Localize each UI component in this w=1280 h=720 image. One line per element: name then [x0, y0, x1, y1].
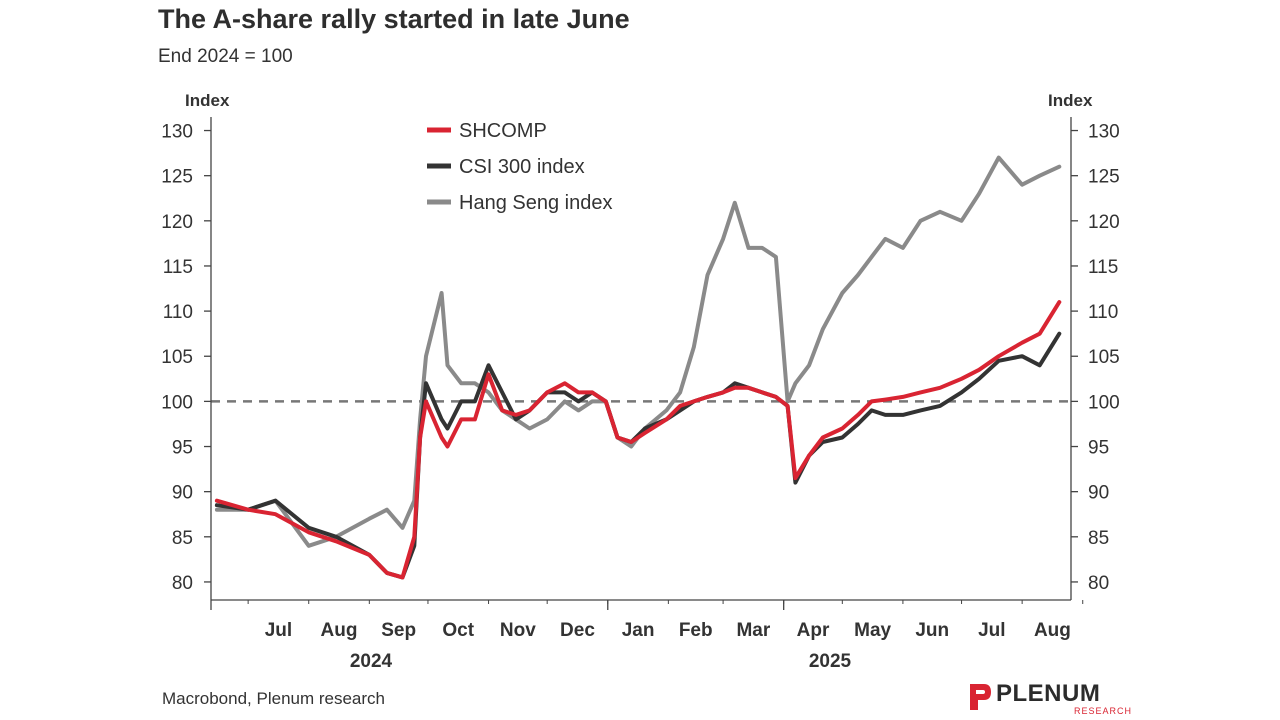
source-note: Macrobond, Plenum research: [162, 689, 386, 708]
y-axis-title-right: Index: [1048, 91, 1093, 110]
y-tick-label-right: 95: [1088, 438, 1109, 459]
legend-label: SHCOMP: [459, 120, 547, 142]
y-tick-label-left: 95: [172, 438, 193, 459]
y-tick-label-left: 85: [172, 528, 193, 549]
x-tick-label: Jul: [265, 620, 292, 641]
line-chart: 80 80 85 85 90 90 95 95 100 100 105 105 110 110 115 115…: [161, 91, 1120, 672]
y-tick-label-right: 105: [1088, 347, 1120, 368]
legend-label: Hang Seng index: [459, 192, 612, 214]
series-line-csi-300-index: [214, 331, 1062, 580]
x-tick-label: Jul: [978, 620, 1005, 641]
y-tick-label-left: 80: [172, 573, 193, 594]
series-line-hang-seng-index: [214, 155, 1062, 548]
x-tick-label: Nov: [500, 620, 536, 641]
x-tick-label: Aug: [1034, 620, 1071, 641]
x-tick-label: Jun: [915, 620, 949, 641]
plenum-logo-wordmark: PLENUM: [996, 680, 1101, 707]
series-line-shcomp: [214, 300, 1062, 580]
y-tick-label-right: 125: [1088, 167, 1120, 188]
x-tick-label: Apr: [797, 620, 830, 641]
x-tick-label: May: [854, 620, 891, 641]
x-year-label: 2025: [809, 651, 852, 672]
y-tick-label-right: 85: [1088, 528, 1109, 549]
y-axis-title-left: Index: [185, 91, 230, 110]
x-tick-label: Oct: [442, 620, 474, 641]
y-tick-label-left: 130: [161, 122, 193, 143]
plenum-logo: PLENUM RESEARCH: [966, 680, 1136, 716]
y-tick-label-right: 130: [1088, 122, 1120, 143]
y-tick-label-right: 110: [1088, 302, 1118, 323]
x-year-label: 2024: [350, 651, 393, 672]
y-tick-label-right: 90: [1088, 483, 1109, 504]
x-tick-label: Aug: [321, 620, 358, 641]
x-tick-label: Feb: [679, 620, 713, 641]
y-tick-label-left: 110: [163, 302, 193, 323]
y-tick-label-left: 125: [161, 167, 193, 188]
x-tick-label: Mar: [736, 620, 770, 641]
y-tick-label-right: 115: [1088, 257, 1118, 278]
plenum-logo-icon: [970, 684, 991, 710]
y-tick-label-right: 80: [1088, 573, 1109, 594]
x-tick-label: Jan: [622, 620, 655, 641]
y-tick-label-left: 90: [172, 483, 193, 504]
y-tick-label-left: 120: [161, 212, 193, 233]
chart-subtitle: End 2024 = 100: [158, 46, 293, 67]
y-tick-label-left: 115: [163, 257, 193, 278]
x-tick-label: Sep: [381, 620, 416, 641]
chart-title: The A-share rally started in late June: [158, 4, 630, 34]
x-tick-label: Dec: [560, 620, 595, 641]
legend-label: CSI 300 index: [459, 156, 585, 178]
y-tick-label-right: 100: [1088, 392, 1120, 413]
plenum-logo-subtext: RESEARCH: [1074, 706, 1133, 716]
y-tick-label-left: 100: [161, 392, 193, 413]
y-tick-label-left: 105: [161, 347, 193, 368]
y-tick-label-right: 120: [1088, 212, 1120, 233]
